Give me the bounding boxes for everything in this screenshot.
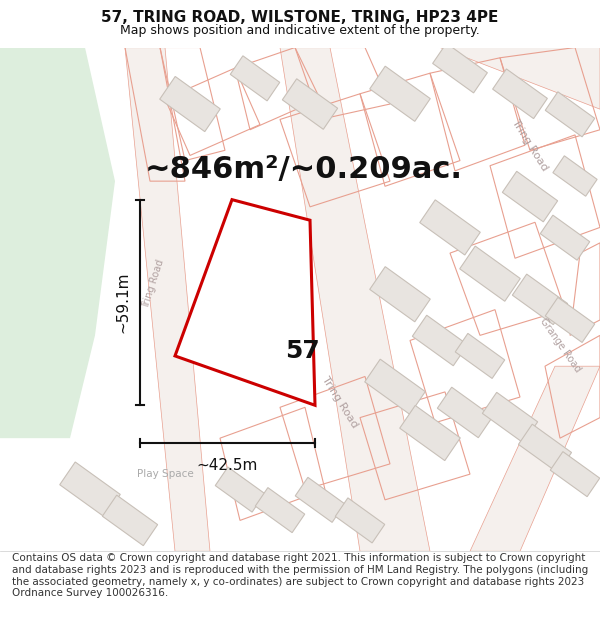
Polygon shape [470,366,600,551]
Polygon shape [437,388,493,438]
Polygon shape [280,48,430,551]
Text: ~59.1m: ~59.1m [115,272,130,333]
Polygon shape [512,274,568,324]
Polygon shape [370,267,430,322]
Polygon shape [433,43,487,93]
Text: Play Space: Play Space [137,469,193,479]
Polygon shape [335,498,385,543]
Text: Tring Road: Tring Road [510,118,550,172]
Polygon shape [230,56,280,101]
Polygon shape [482,392,538,443]
Polygon shape [502,171,557,222]
Polygon shape [420,200,480,255]
Polygon shape [553,156,597,196]
Polygon shape [545,92,595,137]
Polygon shape [545,298,595,343]
Polygon shape [125,48,210,551]
Polygon shape [175,199,315,405]
Polygon shape [460,246,520,301]
Polygon shape [60,462,120,517]
Polygon shape [400,406,460,461]
Text: Contains OS data © Crown copyright and database right 2021. This information is : Contains OS data © Crown copyright and d… [12,554,588,598]
Polygon shape [400,48,600,109]
Text: Grange Road: Grange Road [538,317,583,374]
Polygon shape [518,424,572,472]
Polygon shape [283,79,338,129]
Polygon shape [215,467,265,512]
Text: Map shows position and indicative extent of the property.: Map shows position and indicative extent… [120,24,480,37]
Polygon shape [365,359,425,414]
Polygon shape [412,315,467,366]
Polygon shape [295,478,345,522]
Polygon shape [103,495,158,546]
Text: 57, TRING ROAD, WILSTONE, TRING, HP23 4PE: 57, TRING ROAD, WILSTONE, TRING, HP23 4P… [101,11,499,26]
Text: 57: 57 [285,339,320,362]
Polygon shape [493,69,547,119]
Text: ~42.5m: ~42.5m [197,458,258,472]
Text: Tring Road: Tring Road [140,258,166,310]
Polygon shape [255,488,305,532]
Text: Tring Road: Tring Road [320,374,360,430]
Polygon shape [0,48,115,438]
Polygon shape [455,333,505,379]
Polygon shape [550,452,600,497]
Polygon shape [160,76,220,132]
Polygon shape [370,66,430,121]
Polygon shape [540,215,590,260]
Text: ~846m²/~0.209ac.: ~846m²/~0.209ac. [145,156,463,184]
